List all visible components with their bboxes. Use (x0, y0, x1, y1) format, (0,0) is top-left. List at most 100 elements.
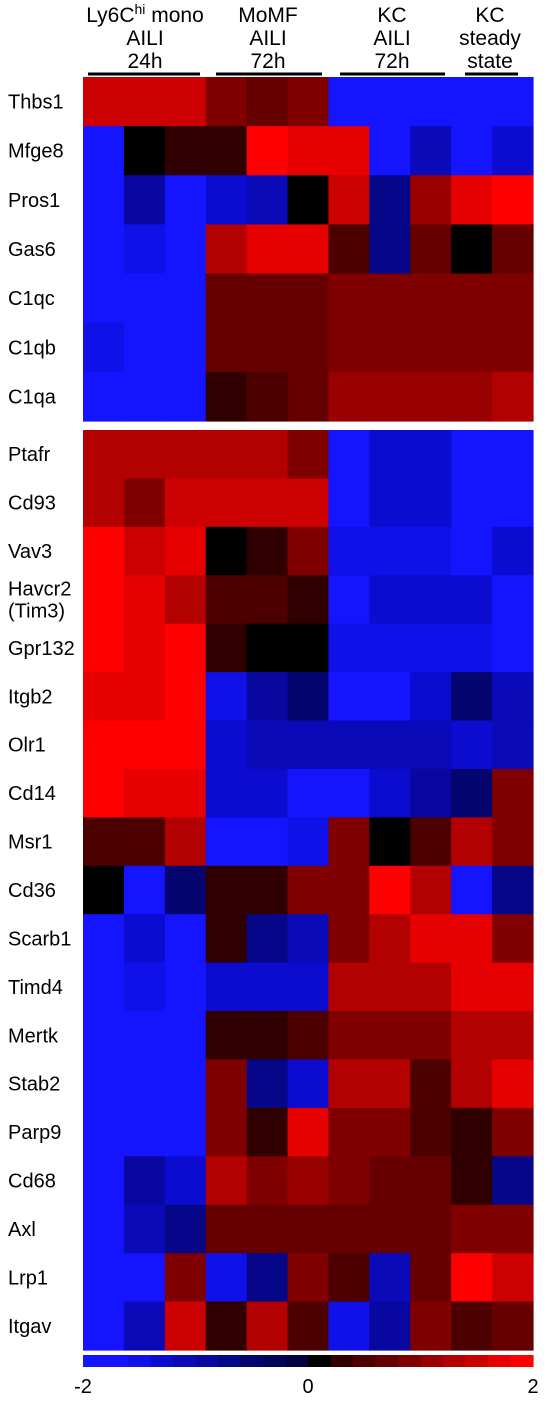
color-scale-segment-1 (83, 1355, 107, 1367)
heatmap-cell-lrp1-4 (205, 1253, 248, 1303)
row-label-line: Vav3 (8, 541, 52, 563)
heatmap-cell-scarb1-11 (492, 914, 534, 964)
heatmap-cell-c1qc-3 (164, 273, 207, 324)
heatmap-cell-c1qa-11 (492, 371, 534, 422)
heatmap-cell-gpr132-11 (492, 623, 534, 673)
heatmap-cell-c1qa-3 (164, 371, 207, 422)
row-label-line: Lrp1 (8, 1267, 48, 1289)
group-label-ly6c-mono: Ly6Chi mono (86, 1, 204, 27)
heatmap-cell-axl-4 (205, 1204, 248, 1254)
heatmap-cell-scarb1-3 (164, 914, 207, 964)
heatmap-cell-c1qa-7 (328, 371, 370, 422)
heatmap-cell-itgav-2 (123, 1301, 166, 1351)
heatmap-cell-vav3-6 (287, 526, 330, 576)
heatmap-cell-msr1-5 (246, 817, 289, 867)
heatmap-cell-cd93-8 (369, 478, 411, 528)
heatmap-cell-msr1-6 (287, 817, 330, 867)
row-label-line: Parp9 (8, 1122, 61, 1144)
heatmap-cell-scarb1-7 (328, 914, 370, 964)
heatmap-cell-gas6-3 (164, 224, 207, 275)
row-label-pros1: Pros1 (8, 190, 60, 212)
heatmap-cell-c1qb-2 (123, 322, 166, 373)
heatmap-cell-cd14-4 (205, 768, 248, 818)
heatmap-cell-stab2-4 (205, 1059, 248, 1109)
heatmap-cell-itgb2-3 (164, 672, 207, 722)
heatmap-cell-pros1-7 (328, 175, 370, 226)
row-labels-block-1: Thbs1 Mfge8 Pros1 Gas6 C1qc C1qb C1qa (8, 92, 64, 409)
heatmap-cell-olr1-8 (369, 720, 411, 770)
color-scale-segment-11 (308, 1355, 332, 1367)
heatmap-cell-cd93-4 (205, 478, 248, 528)
heatmap-cell-c1qc-11 (492, 273, 534, 324)
heatmap-cell-cd93-7 (328, 478, 370, 528)
heatmap-cell-timd4-9 (410, 962, 452, 1012)
heatmap-cell-lrp1-10 (451, 1253, 493, 1303)
heatmap-cell-ptafr-4 (205, 430, 248, 480)
heatmap-cell-timd4-2 (123, 962, 166, 1012)
heatmap-cell-itgav-11 (492, 1301, 534, 1351)
heatmap-cell-pros1-2 (123, 175, 166, 226)
heatmap-cell-cd36-7 (328, 865, 370, 915)
row-label-cd68: Cd68 (8, 1171, 56, 1193)
row-label-stab2: Stab2 (8, 1074, 60, 1096)
heatmap-cell-gas6-9 (410, 224, 452, 275)
heatmap-cell-axl-7 (328, 1204, 370, 1254)
heatmap-cell-stab2-3 (164, 1059, 207, 1109)
heatmap-cell-c1qb-8 (369, 322, 411, 373)
heatmap-cell-c1qb-10 (451, 322, 493, 373)
color-scale-segment-17 (443, 1355, 467, 1367)
heatmap-cell-cd93-5 (246, 478, 289, 528)
row-label-line: Gpr132 (8, 638, 75, 660)
heatmap-cell-c1qa-6 (287, 371, 330, 422)
heatmap-cell-c1qa-8 (369, 371, 411, 422)
heatmap-cell-ptafr-1 (83, 430, 125, 480)
heatmap-cell-cd68-1 (83, 1156, 125, 1206)
row-label-ptafr: Ptafr (8, 444, 51, 466)
heatmap-cell-cd68-4 (205, 1156, 248, 1206)
heatmap-cell-c1qb-11 (492, 322, 534, 373)
heatmap-cell-cd14-7 (328, 768, 370, 818)
heatmap-cell-lrp1-9 (410, 1253, 452, 1303)
row-label-msr1: Msr1 (8, 832, 52, 854)
heatmap-cell-olr1-10 (451, 720, 493, 770)
heatmap-cell-parp9-2 (123, 1107, 166, 1157)
heatmap-cell-cd36-5 (246, 865, 289, 915)
heatmap-cell-c1qa-9 (410, 371, 452, 422)
heatmap-cell-itgav-5 (246, 1301, 289, 1351)
heatmap-cell-itgb2-11 (492, 672, 534, 722)
heatmap-cell-thbs1-11 (492, 77, 534, 127)
heatmap-cell-mertk-6 (287, 1011, 330, 1061)
heatmap-cell-timd4-5 (246, 962, 289, 1012)
heatmap-cell-itgav-1 (83, 1301, 125, 1351)
heatmap-cell-itgb2-6 (287, 672, 330, 722)
heatmap-cell-scarb1-2 (123, 914, 166, 964)
heatmap-cell-msr1-2 (123, 817, 166, 867)
row-label-line: Cd68 (8, 1171, 56, 1193)
heatmap-cell-c1qa-4 (205, 371, 248, 422)
heatmap-cell-cd14-8 (369, 768, 411, 818)
color-scale-segment-7 (218, 1355, 242, 1367)
heatmap-cell-lrp1-11 (492, 1253, 534, 1303)
heatmap-cell-parp9-7 (328, 1107, 370, 1157)
heatmap-cell-cd14-11 (492, 768, 534, 818)
heatmap-cell-gas6-8 (369, 224, 411, 275)
heatmap-cell-cd14-2 (123, 768, 166, 818)
heatmap-cell-c1qc-8 (369, 273, 411, 324)
heatmap-cell-havcr2-tim3-10 (451, 575, 493, 625)
heatmap-cell-timd4-6 (287, 962, 330, 1012)
heatmap-cell-mfge8-4 (205, 126, 248, 176)
heatmap-cell-cd14-3 (164, 768, 207, 818)
group-label-ly6c-condition: AILI (126, 27, 163, 50)
row-label-line: C1qa (8, 386, 57, 408)
heatmap-cell-itgb2-10 (451, 672, 493, 722)
heatmap-cell-itgb2-1 (83, 672, 125, 722)
heatmap-cell-gpr132-5 (246, 623, 289, 673)
heatmap-cell-mertk-7 (328, 1011, 370, 1061)
heatmap-cell-gpr132-6 (287, 623, 330, 673)
heatmap-cell-cd93-11 (492, 478, 534, 528)
heatmap-cell-thbs1-3 (164, 77, 207, 127)
heatmap-cell-msr1-9 (410, 817, 452, 867)
heatmap-cell-vav3-8 (369, 526, 411, 576)
group-label-kc-aili-condition: AILI (373, 27, 410, 50)
heatmap-cell-cd68-8 (369, 1156, 411, 1206)
